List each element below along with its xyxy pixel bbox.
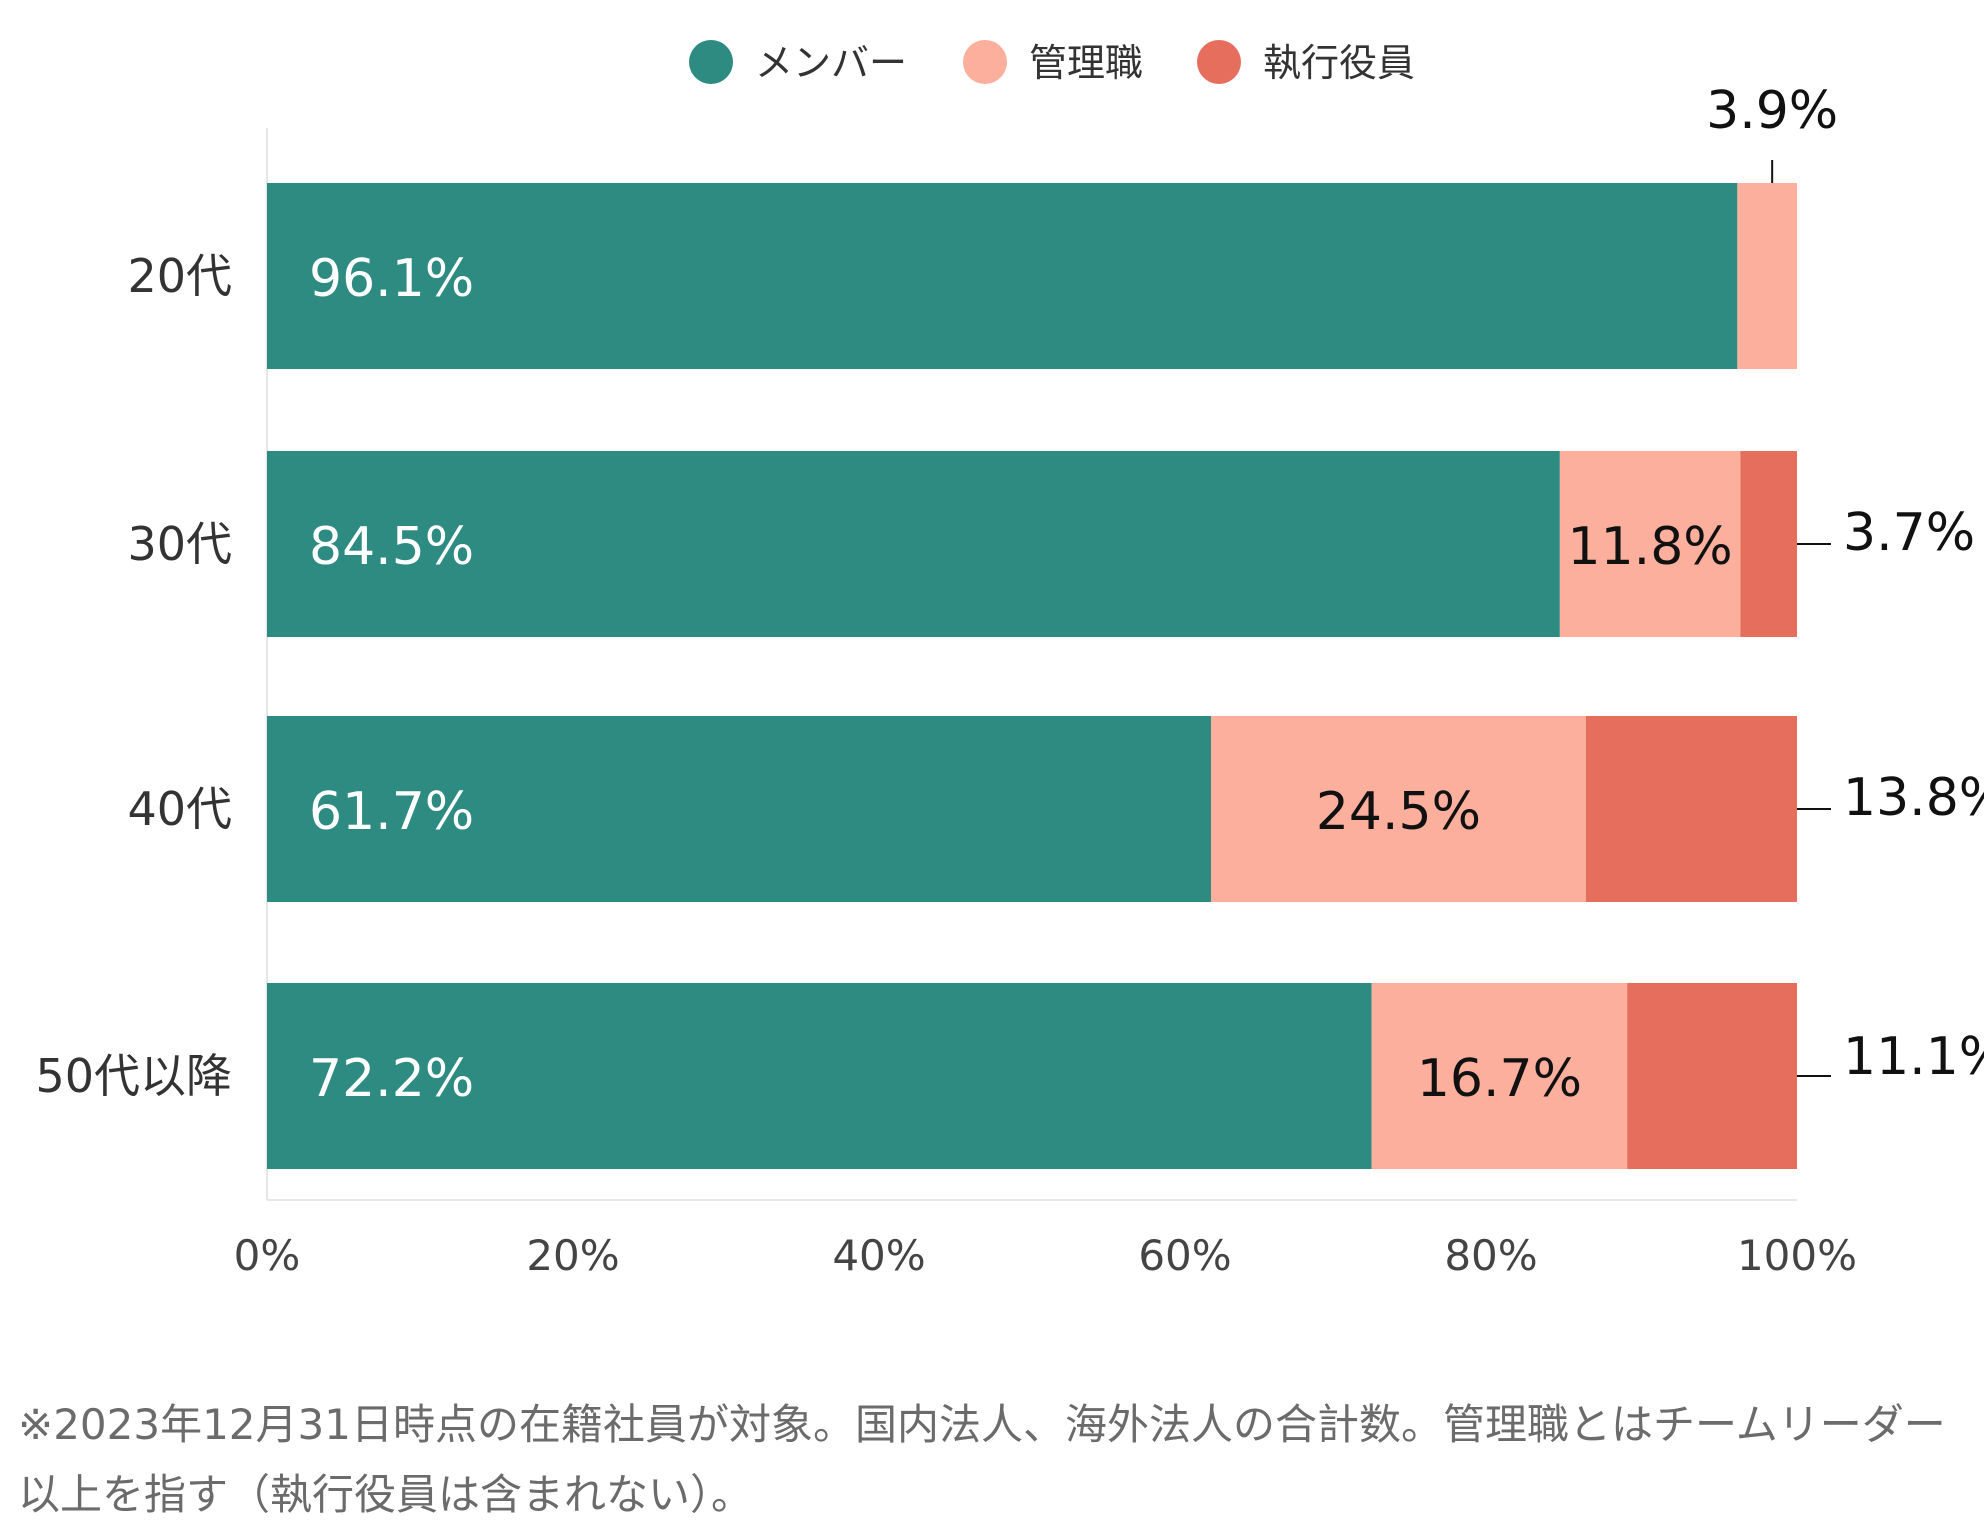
bar-segment-0 (267, 451, 1560, 637)
data-label: 96.1% (309, 249, 474, 309)
x-tick-label: 80% (1444, 1231, 1537, 1280)
category-label: 40代 (127, 782, 232, 836)
bar-segment-1 (1211, 716, 1586, 902)
stacked-bar-chart: メンバー 管理職 執行役員 96.1% 3.9% 84.5% 11.8% 3.7% 61.7%… (35, 40, 1984, 1280)
category-label: 50代以降 (35, 1049, 232, 1103)
x-tick-label: 60% (1138, 1231, 1231, 1280)
x-tick-label: 40% (832, 1231, 925, 1280)
bars (267, 183, 1797, 1169)
legend-label-1: 管理職 (1029, 41, 1143, 85)
data-label: 84.5% (309, 517, 474, 577)
category-labels: 20代 30代 40代 50代以降 (35, 249, 232, 1103)
data-label: 3.7% (1843, 503, 1975, 563)
x-tick-label: 20% (526, 1231, 619, 1280)
legend-swatch-2 (1197, 40, 1241, 84)
footnote: ※2023年12月31日時点の在籍社員が対象。国内法人、海外法人の合計数。管理職… (18, 1400, 1946, 1519)
bar-segment-2 (1627, 983, 1797, 1169)
data-label: 24.5% (1316, 782, 1481, 842)
bar-segment-1 (1737, 183, 1797, 369)
data-label: 11.8% (1568, 517, 1733, 577)
legend-label-2: 執行役員 (1263, 41, 1415, 85)
bar-segment-0 (267, 716, 1212, 902)
bar-segment-2 (1740, 451, 1797, 637)
bar-segment-1 (1559, 451, 1741, 637)
data-label: 13.8% (1843, 768, 1984, 828)
legend-swatch-0 (689, 40, 733, 84)
legend-swatch-1 (963, 40, 1007, 84)
data-label: 11.1% (1843, 1027, 1984, 1087)
data-label: 16.7% (1417, 1049, 1582, 1109)
legend-label-0: メンバー (755, 41, 907, 85)
category-label: 30代 (127, 517, 232, 571)
bar-segment-0 (267, 983, 1372, 1169)
category-label: 20代 (127, 249, 232, 303)
bar-segment-2 (1585, 716, 1797, 902)
x-tick-label: 100% (1737, 1231, 1857, 1280)
bar-segment-1 (1371, 983, 1628, 1169)
data-label: 61.7% (309, 782, 474, 842)
x-tick-label: 0% (234, 1231, 301, 1280)
value-labels: 96.1% 3.9% 84.5% 11.8% 3.7% 61.7% 24.5% 13.8% 72… (309, 81, 1984, 1109)
data-label: 72.2% (309, 1049, 474, 1109)
x-tick-labels: 0% 20% 40% 60% 80% 100% (234, 1231, 1857, 1280)
bar-segment-0 (267, 183, 1738, 369)
data-label: 3.9% (1706, 81, 1838, 141)
legend: メンバー 管理職 執行役員 (689, 40, 1415, 85)
